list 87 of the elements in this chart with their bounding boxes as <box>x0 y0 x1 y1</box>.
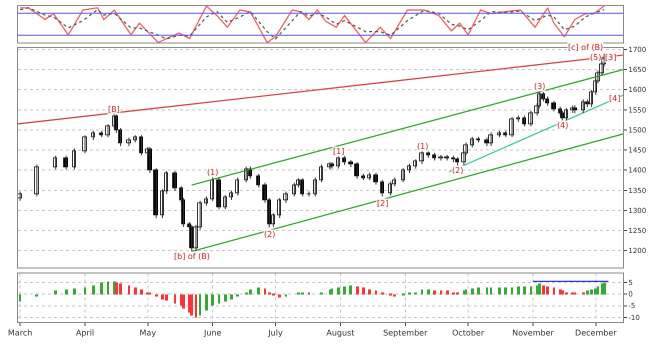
bar <box>446 290 449 294</box>
bar <box>511 287 513 294</box>
x-tick-label: December <box>575 328 618 338</box>
bar <box>278 294 281 298</box>
bar <box>597 286 599 294</box>
bar <box>477 287 480 294</box>
bar <box>218 294 220 304</box>
bar <box>230 294 233 300</box>
bar <box>165 294 168 300</box>
bar <box>490 287 492 294</box>
bar <box>601 283 603 294</box>
bar <box>128 285 130 294</box>
bar <box>161 294 164 300</box>
annotation: (2) <box>264 230 276 239</box>
bar <box>433 290 436 294</box>
annotation: [1] <box>333 147 344 156</box>
annotation: [4] <box>609 94 620 103</box>
bar <box>421 289 423 294</box>
annotation: (5) <box>590 53 602 62</box>
bar <box>427 289 430 294</box>
bar <box>54 290 57 294</box>
bar <box>329 289 331 294</box>
annotation: (1) <box>207 168 218 177</box>
bar <box>199 294 201 316</box>
x-tick-label: May <box>140 328 156 338</box>
bar <box>440 290 442 294</box>
bar <box>486 287 488 294</box>
annotation: (1) <box>417 142 428 151</box>
bar <box>368 289 371 294</box>
bar <box>211 294 214 306</box>
bar <box>530 286 532 294</box>
annotation: (2) <box>452 166 464 175</box>
bar <box>594 288 597 294</box>
annotation: [c] of (B) <box>568 43 604 52</box>
bar <box>65 289 68 294</box>
bar <box>174 294 176 304</box>
x-tick-label: September <box>383 328 428 338</box>
bar <box>190 294 193 316</box>
bar <box>553 287 555 294</box>
bar <box>362 287 365 294</box>
bar <box>523 286 526 294</box>
annotation: (3) <box>534 82 546 91</box>
bar <box>603 282 606 294</box>
annotation: [3] <box>605 53 616 62</box>
bar <box>463 290 465 294</box>
bar <box>465 289 467 294</box>
annotation: [b] of (B) <box>174 252 210 261</box>
x-tick-label: August <box>326 328 354 338</box>
bar <box>257 287 260 294</box>
bar <box>590 289 593 294</box>
bar <box>84 287 86 294</box>
bar <box>119 283 122 294</box>
x-tick-label: July <box>267 328 283 338</box>
annotation: [2] <box>377 199 388 208</box>
bar <box>375 290 377 294</box>
bar <box>92 285 95 294</box>
bar <box>224 294 227 302</box>
x-tick-label: April <box>76 328 94 338</box>
bar <box>140 289 143 294</box>
bar <box>343 286 346 294</box>
bar <box>182 294 185 308</box>
bar <box>73 288 76 294</box>
bar <box>356 286 359 294</box>
bar <box>337 287 340 294</box>
x-tick-label: March <box>8 328 32 338</box>
bar <box>471 288 474 294</box>
bar <box>517 286 520 294</box>
annotation: (4) <box>557 121 568 130</box>
bar <box>586 290 589 294</box>
x-tick-label: October <box>452 328 485 338</box>
x-tick-label: November <box>512 328 554 338</box>
bar <box>331 288 333 294</box>
bar <box>504 287 507 294</box>
annotation: [B] <box>108 105 120 114</box>
bar <box>134 287 137 294</box>
bar <box>249 289 252 294</box>
bar <box>264 288 266 294</box>
x-tick-label: June <box>202 328 222 338</box>
bar <box>542 285 545 294</box>
bar <box>195 294 197 318</box>
bar <box>349 285 352 294</box>
bar <box>19 294 21 302</box>
bar <box>100 282 103 294</box>
bar <box>498 287 501 294</box>
bar <box>205 294 208 310</box>
bar <box>546 286 549 294</box>
bar <box>107 281 109 294</box>
